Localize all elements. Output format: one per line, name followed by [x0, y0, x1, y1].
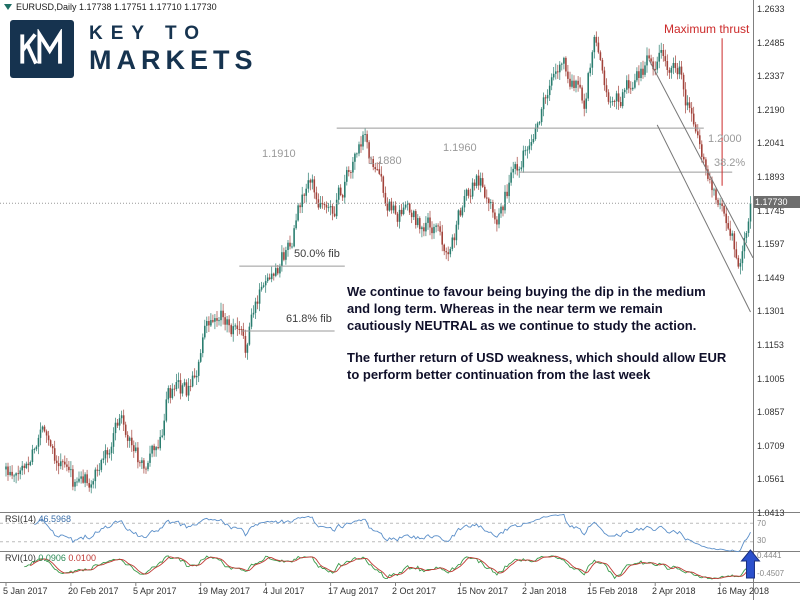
commentary-paragraph-2: The further return of USD weakness, whic…	[347, 350, 727, 383]
price-scale-label: 1.1005	[757, 374, 785, 384]
logo-monogram-box	[10, 20, 74, 78]
rsi-panel-label: RSI(14) 46.5968	[5, 514, 71, 524]
price-scale-label: 1.1597	[757, 239, 785, 249]
ohlc-readout: EURUSD,Daily 1.17738 1.17751 1.17710 1.1…	[4, 2, 217, 12]
price-level-label-1-1960: 1.1960	[443, 142, 477, 154]
price-scale-label: 1.1301	[757, 306, 785, 316]
price-scale-label: 1.2190	[757, 105, 785, 115]
rsi-level-bottom-label: 30	[757, 536, 766, 545]
commentary-paragraph-1: We continue to favour being buying the d…	[347, 284, 706, 334]
date-label: 5 Jan 2017	[3, 586, 48, 596]
rvi-panel-label: RVI(10) 0.0906 0.0100	[5, 553, 96, 563]
chart-marker-icon	[4, 4, 12, 10]
fib-label-382: 38.2%	[714, 157, 746, 169]
price-scale-label: 1.1893	[757, 172, 785, 182]
rvi-value-1: 0.0906	[38, 553, 66, 563]
annotation-maximum-thrust: Maximum thrust	[664, 22, 750, 36]
price-scale-label: 1.2337	[757, 71, 785, 81]
price-level-label-1-1880: 1.1880	[368, 155, 402, 167]
price-scale-label: 1.2485	[757, 38, 785, 48]
price-scale-label: 1.1153	[757, 340, 784, 350]
price-scale-label: 1.2633	[757, 4, 785, 14]
price-scale-label: 1.1745	[757, 206, 785, 216]
rvi-scale-bottom-label: -0.4507	[757, 569, 785, 578]
date-label: 2 Apr 2018	[652, 586, 696, 596]
logo-text-line2: MARKETS	[89, 45, 258, 76]
date-label: 20 Feb 2017	[68, 586, 119, 596]
rsi-name: RSI(14)	[5, 514, 37, 524]
rvi-name: RVI(10)	[5, 553, 36, 563]
price-scale-label: 1.1449	[757, 273, 785, 283]
date-label: 17 Aug 2017	[328, 586, 379, 596]
date-label: 4 Jul 2017	[263, 586, 305, 596]
date-label: 19 May 2017	[198, 586, 251, 596]
broker-logo: KEY TO MARKETS	[10, 20, 258, 78]
logo-text: KEY TO MARKETS	[89, 22, 258, 77]
price-scale-label: 1.0561	[757, 474, 785, 484]
date-label: 16 May 2018	[717, 586, 770, 596]
price-scale-label: 1.0413	[757, 508, 785, 518]
price-scale-label: 1.2041	[757, 138, 785, 148]
rvi-scale-top-label: 0.4441	[757, 551, 782, 560]
price-level-label-1-2000: 1.2000	[708, 133, 742, 145]
price-scale-label: 1.0709	[757, 441, 785, 451]
date-label: 5 Apr 2017	[133, 586, 177, 596]
date-label: 15 Nov 2017	[457, 586, 509, 596]
date-label: 15 Feb 2018	[587, 586, 638, 596]
buy-arrow-icon	[740, 549, 761, 579]
ohlc-text: EURUSD,Daily 1.17738 1.17751 1.17710 1.1…	[16, 2, 217, 12]
rvi-value-2: 0.0100	[68, 553, 96, 563]
price-level-label-1-1910: 1.1910	[262, 148, 296, 160]
km-monogram-icon	[20, 29, 62, 65]
date-label: 2 Jan 2018	[522, 586, 567, 596]
price-scale-label: 1.0857	[757, 407, 785, 417]
rsi-level-top-label: 70	[757, 519, 766, 528]
date-label: 2 Oct 2017	[392, 586, 437, 596]
current-price-tag: 1.17730	[754, 196, 800, 208]
fib-label-50: 50.0% fib	[294, 248, 340, 260]
rsi-value: 46.5968	[38, 514, 72, 524]
logo-text-line1: KEY TO	[89, 22, 208, 44]
fib-label-618: 61.8% fib	[286, 313, 332, 325]
